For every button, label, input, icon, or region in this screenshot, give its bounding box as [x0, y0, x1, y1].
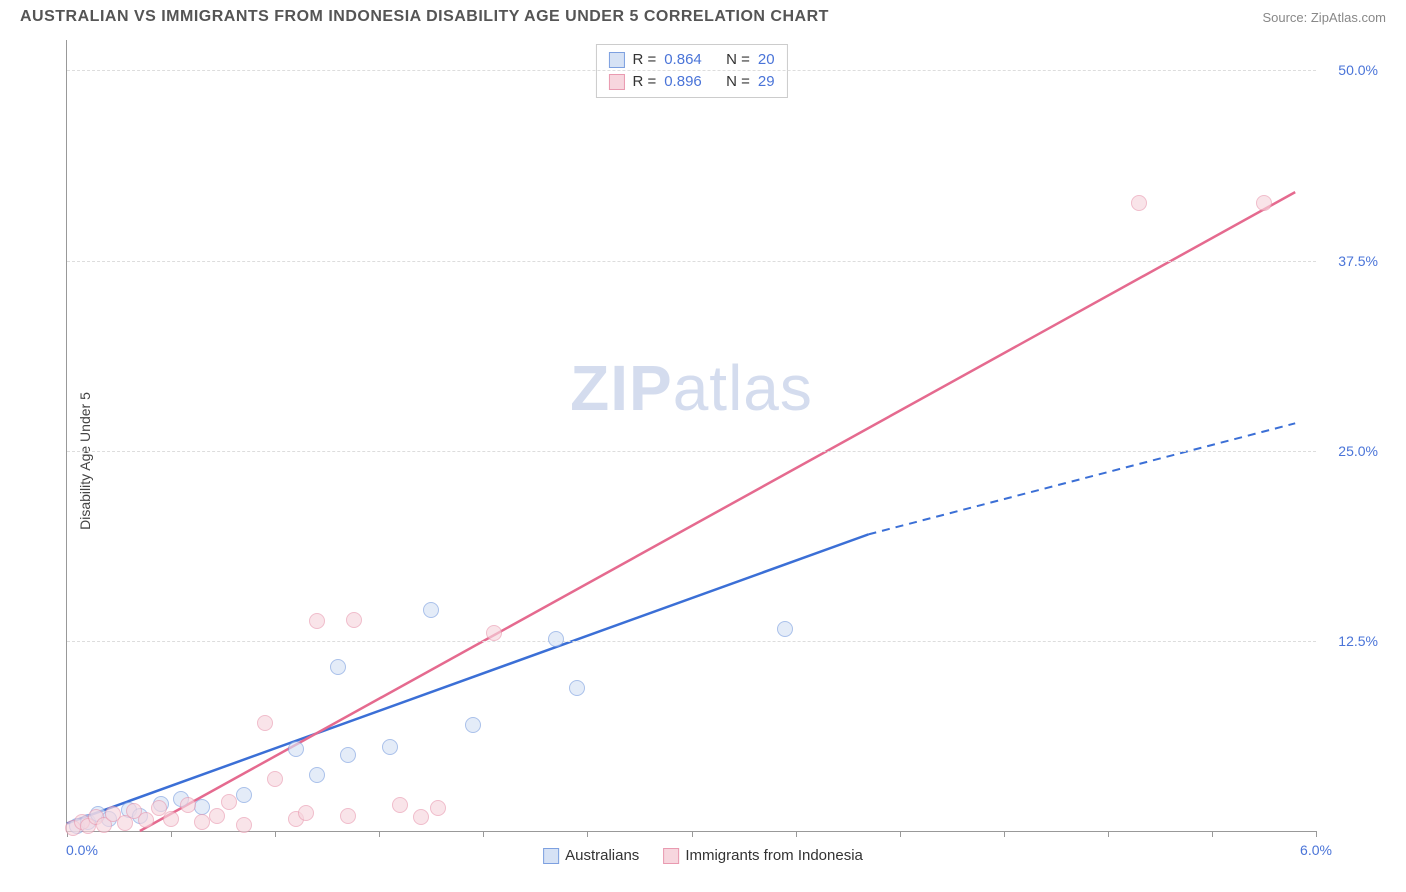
x-tick [1004, 831, 1005, 837]
legend-swatch [608, 74, 624, 90]
data-point [236, 787, 252, 803]
legend-swatch [663, 848, 679, 864]
data-point [346, 612, 362, 628]
data-point [548, 631, 564, 647]
data-point [569, 680, 585, 696]
x-tick [483, 831, 484, 837]
data-point [298, 805, 314, 821]
stat-n-label: N = [726, 71, 750, 93]
gridline-h [67, 70, 1316, 71]
legend-item: Immigrants from Indonesia [663, 847, 863, 864]
x-tick [275, 831, 276, 837]
legend-stat-row: R = 0.864 N = 20 [608, 49, 774, 71]
x-axis-max-label: 6.0% [1300, 842, 1332, 858]
x-tick [171, 831, 172, 837]
data-point [330, 659, 346, 675]
legend-series-name: Australians [565, 847, 639, 864]
x-tick [587, 831, 588, 837]
data-point [777, 621, 793, 637]
stat-n-value: 29 [758, 71, 775, 93]
trend-lines [67, 40, 1316, 831]
data-point [180, 797, 196, 813]
data-point [423, 602, 439, 618]
watermark: ZIPatlas [570, 351, 813, 425]
chart-title: AUSTRALIAN VS IMMIGRANTS FROM INDONESIA … [20, 8, 829, 26]
chart-container: Disability Age Under 5 ZIPatlas R = 0.86… [20, 40, 1386, 882]
legend-series-name: Immigrants from Indonesia [685, 847, 863, 864]
data-point [309, 767, 325, 783]
data-point [1256, 195, 1272, 211]
x-tick [692, 831, 693, 837]
legend-bottom: Australians Immigrants from Indonesia [543, 847, 863, 864]
y-tick-label: 12.5% [1338, 633, 1378, 649]
data-point [194, 799, 210, 815]
data-point [288, 741, 304, 757]
data-point [392, 797, 408, 813]
data-point [163, 811, 179, 827]
gridline-h [67, 641, 1316, 642]
source-label: Source: ZipAtlas.com [1262, 10, 1386, 25]
data-point [221, 794, 237, 810]
x-tick [796, 831, 797, 837]
data-point [340, 808, 356, 824]
stat-n-value: 20 [758, 49, 775, 71]
data-point [340, 747, 356, 763]
y-tick-label: 37.5% [1338, 253, 1378, 269]
data-point [413, 809, 429, 825]
data-point [209, 808, 225, 824]
gridline-h [67, 261, 1316, 262]
legend-item: Australians [543, 847, 639, 864]
data-point [1131, 195, 1147, 211]
x-tick [1108, 831, 1109, 837]
stat-r-label: R = [632, 49, 656, 71]
y-tick-label: 25.0% [1338, 443, 1378, 459]
stat-r-value: 0.896 [664, 71, 702, 93]
x-tick [1316, 831, 1317, 837]
data-point [236, 817, 252, 833]
data-point [257, 715, 273, 731]
y-tick-label: 50.0% [1338, 62, 1378, 78]
plot-area: ZIPatlas R = 0.864 N = 20R = 0.896 N = 2… [66, 40, 1316, 832]
data-point [465, 717, 481, 733]
x-tick [1212, 831, 1213, 837]
gridline-h [67, 451, 1316, 452]
stat-r-value: 0.864 [664, 49, 702, 71]
legend-swatch [608, 52, 624, 68]
x-tick [379, 831, 380, 837]
stat-n-label: N = [726, 49, 750, 71]
data-point [430, 800, 446, 816]
data-point [138, 812, 154, 828]
data-point [486, 625, 502, 641]
x-tick [900, 831, 901, 837]
data-point [267, 771, 283, 787]
stat-r-label: R = [632, 71, 656, 93]
data-point [382, 739, 398, 755]
legend-swatch [543, 848, 559, 864]
data-point [309, 613, 325, 629]
x-axis-origin-label: 0.0% [66, 842, 98, 858]
legend-stat-row: R = 0.896 N = 29 [608, 71, 774, 93]
